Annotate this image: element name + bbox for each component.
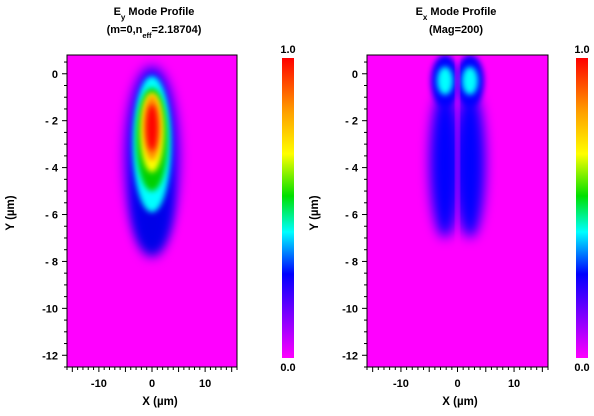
- center-node-line: [456, 55, 459, 262]
- x-tick-label: 10: [199, 378, 211, 390]
- colorbar-min-label-ex: 0.0: [574, 362, 589, 374]
- lower-lobe-right: [454, 87, 486, 238]
- y-tick-label: -12: [342, 350, 358, 362]
- x-tick-label: 0: [149, 378, 155, 390]
- chart-title-ex: Ex Mode Profile: [416, 6, 497, 22]
- colorbar-min-label-ey: 0.0: [280, 362, 295, 374]
- y-tick-label: - 8: [345, 256, 358, 268]
- field-peak-red: [146, 104, 158, 152]
- y-axis-label-ex: Y (µm): [309, 195, 321, 230]
- chart-subtitle-ex: (Mag=200): [429, 24, 483, 36]
- field-plot-ey: [125, 66, 179, 257]
- x-tick-label: -10: [91, 378, 107, 390]
- y-tick-label: -12: [42, 350, 58, 362]
- ex-mode-panel: Ex Mode Profile (Mag=200) -10 0 100- 2- 4-…: [309, 6, 590, 408]
- x-axis-label-ex: X (µm): [442, 396, 478, 408]
- y-tick-label: -10: [42, 303, 58, 315]
- x-axis-label-ey: X (µm): [142, 396, 178, 408]
- chart-subtitle-ey: (m=0,neff=2.18704): [107, 24, 202, 40]
- lower-lobe-left: [429, 87, 461, 238]
- ey-mode-panel: Ey Mode Profile (m=0,neff=2.18704) -10 0 1…: [5, 6, 296, 408]
- y-tick-label: 0: [52, 69, 58, 81]
- y-tick-label: - 2: [345, 116, 358, 128]
- x-tick-label: 0: [454, 378, 460, 390]
- x-tick-label: 10: [508, 378, 520, 390]
- field-plot-ex: [429, 55, 486, 262]
- y-tick-label: - 4: [345, 163, 359, 175]
- chart-title-ey: Ey Mode Profile: [114, 6, 195, 22]
- y-tick-label: - 6: [45, 210, 58, 222]
- colorbar-max-label-ey: 1.0: [280, 44, 295, 56]
- y-tick-label: - 2: [45, 116, 58, 128]
- colorbar-ex: [576, 58, 588, 358]
- y-tick-label: - 8: [45, 256, 58, 268]
- colorbar-ey: [282, 58, 294, 358]
- y-axis-label-ey: Y (µm): [5, 195, 17, 230]
- axes-ex: -10 0 10 0 - 2 - 4 - 6 - 8 -10 -12: [342, 54, 549, 390]
- y-tick-label: -10: [342, 303, 358, 315]
- y-tick-label: 0: [352, 69, 358, 81]
- upper-lobe-left-cyan: [437, 66, 453, 95]
- y-tick-label: - 6: [345, 210, 358, 222]
- colorbar-max-label-ex: 1.0: [574, 44, 589, 56]
- x-tick-label: -10: [393, 378, 409, 390]
- y-tick-label: - 4: [45, 163, 59, 175]
- upper-lobe-right-cyan: [462, 66, 478, 95]
- axes-ey: -10 0 10 0 - 2 - 4 - 6 - 8 -10 -12: [42, 54, 238, 390]
